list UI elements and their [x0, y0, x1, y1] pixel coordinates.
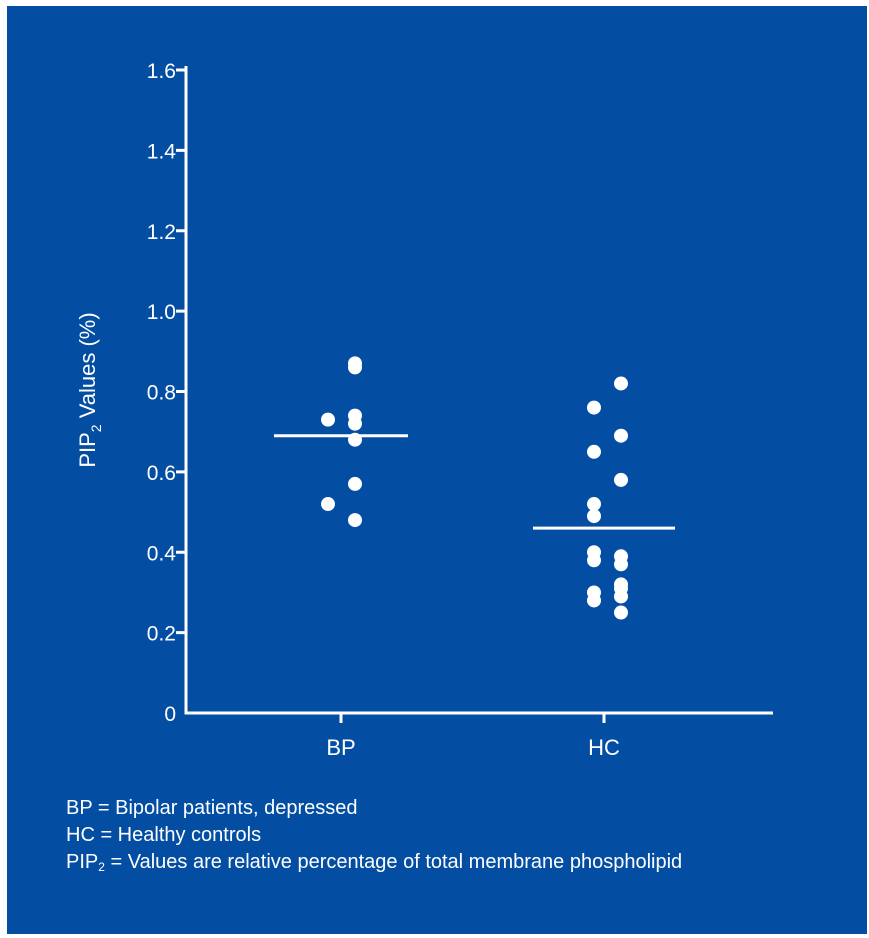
y-tick-label: 0.2 — [147, 623, 176, 646]
category-labels: BP HC — [326, 713, 620, 760]
data-point — [587, 593, 601, 608]
y-tick-label: 0 — [164, 703, 176, 726]
data-point — [587, 444, 601, 459]
y-axis-label: PIP2 Values (%) — [75, 312, 104, 467]
y-tick-label: 0.8 — [147, 382, 176, 405]
x-tick-label: BP — [326, 735, 355, 760]
data-point — [614, 472, 628, 487]
data-point — [587, 553, 601, 568]
y-axis-ticks: 0 0.2 0.4 0.6 0.8 1.0 1.2 1.4 1.6 — [147, 60, 186, 726]
y-tick-label: 1.0 — [147, 301, 176, 324]
data-point — [614, 605, 628, 620]
data-points — [321, 356, 628, 620]
data-point — [587, 509, 601, 524]
x-tick-label: HC — [588, 735, 620, 760]
y-tick-label: 1.4 — [147, 140, 177, 163]
legend-pip2: PIP2 = Values are relative percentage of… — [66, 851, 683, 874]
chart-panel: 0 0.2 0.4 0.6 0.8 1.0 1.2 1.4 1.6 BP HC PIP2 Valu… — [7, 6, 867, 934]
y-tick-label: 0.6 — [147, 462, 176, 485]
data-point — [321, 412, 335, 427]
y-tick-label: 0.4 — [147, 542, 177, 565]
data-point — [614, 557, 628, 572]
data-point — [587, 400, 601, 415]
y-tick-label: 1.2 — [147, 221, 176, 244]
data-point — [614, 428, 628, 443]
axes — [184, 66, 773, 715]
data-point — [321, 497, 335, 512]
data-point — [348, 416, 362, 431]
data-point — [348, 360, 362, 375]
data-point — [614, 376, 628, 391]
data-point — [587, 497, 601, 512]
y-tick-label: 1.6 — [147, 60, 176, 83]
legend: BP = Bipolar patients, depressed HC = He… — [66, 795, 682, 881]
data-point — [348, 513, 362, 528]
legend-hc: HC = Healthy controls — [66, 824, 262, 846]
data-point — [348, 476, 362, 491]
scatter-chart: 0 0.2 0.4 0.6 0.8 1.0 1.2 1.4 1.6 BP HC PIP2 Valu… — [75, 60, 773, 760]
mean-lines — [274, 434, 675, 530]
data-point — [614, 589, 628, 604]
legend-bp: BP = Bipolar patients, depressed — [66, 797, 358, 819]
